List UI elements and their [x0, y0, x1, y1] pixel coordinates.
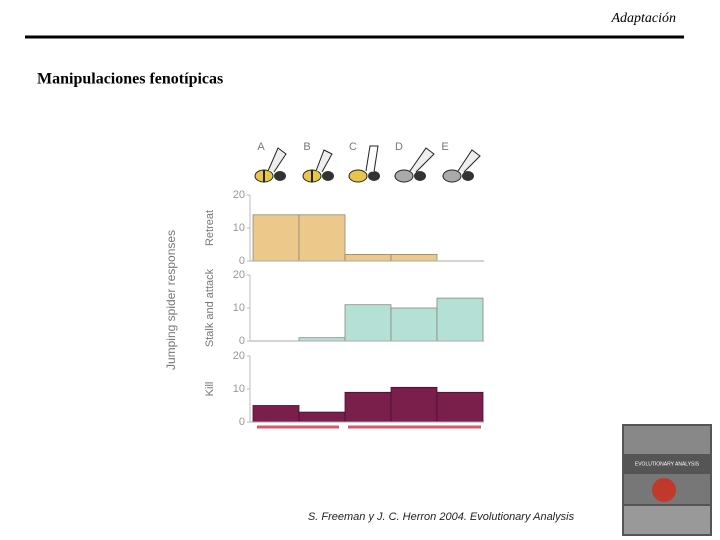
category-label: E — [441, 141, 448, 153]
y-tick-label: 10 — [233, 302, 245, 314]
y-tick-label: 20 — [233, 350, 245, 362]
bar — [390, 307, 438, 342]
bar — [344, 304, 392, 342]
bar — [298, 411, 346, 423]
bar — [298, 214, 346, 262]
category-label: B — [303, 141, 310, 153]
y-tick-label: 0 — [239, 416, 245, 428]
bar — [252, 214, 300, 262]
category-label: C — [349, 141, 357, 153]
y-tick-label: 0 — [239, 335, 245, 347]
wasp-icons — [254, 145, 481, 183]
y-tick-label: 10 — [233, 222, 245, 234]
book-cover: EVOLUTIONARY ANALYSIS — [622, 424, 712, 536]
slide-title: Manipulaciones fenotípicas — [37, 71, 223, 88]
panel-label: Stalk and attack — [204, 268, 216, 347]
section-header: Adaptación — [610, 11, 676, 26]
bar — [344, 253, 392, 262]
y-tick-label: 10 — [233, 383, 245, 395]
bar — [344, 391, 392, 423]
caption: S. Freeman y J. C. Herron 2004. Evolutio… — [308, 511, 575, 523]
bar — [252, 405, 300, 423]
bar — [436, 391, 484, 423]
y-axis-label: Jumping spider responses — [164, 230, 178, 370]
bar — [390, 386, 438, 423]
panel-label: Kill — [204, 382, 216, 397]
bar — [390, 253, 438, 262]
y-tick-label: 0 — [239, 255, 245, 267]
y-tick-label: 20 — [233, 269, 245, 281]
category-label: D — [395, 141, 403, 153]
cover-title: EVOLUTIONARY ANALYSIS — [635, 461, 700, 467]
bar — [436, 297, 484, 342]
category-label: A — [257, 141, 265, 153]
panel-label: Retreat — [204, 210, 216, 246]
y-tick-label: 20 — [233, 189, 245, 201]
